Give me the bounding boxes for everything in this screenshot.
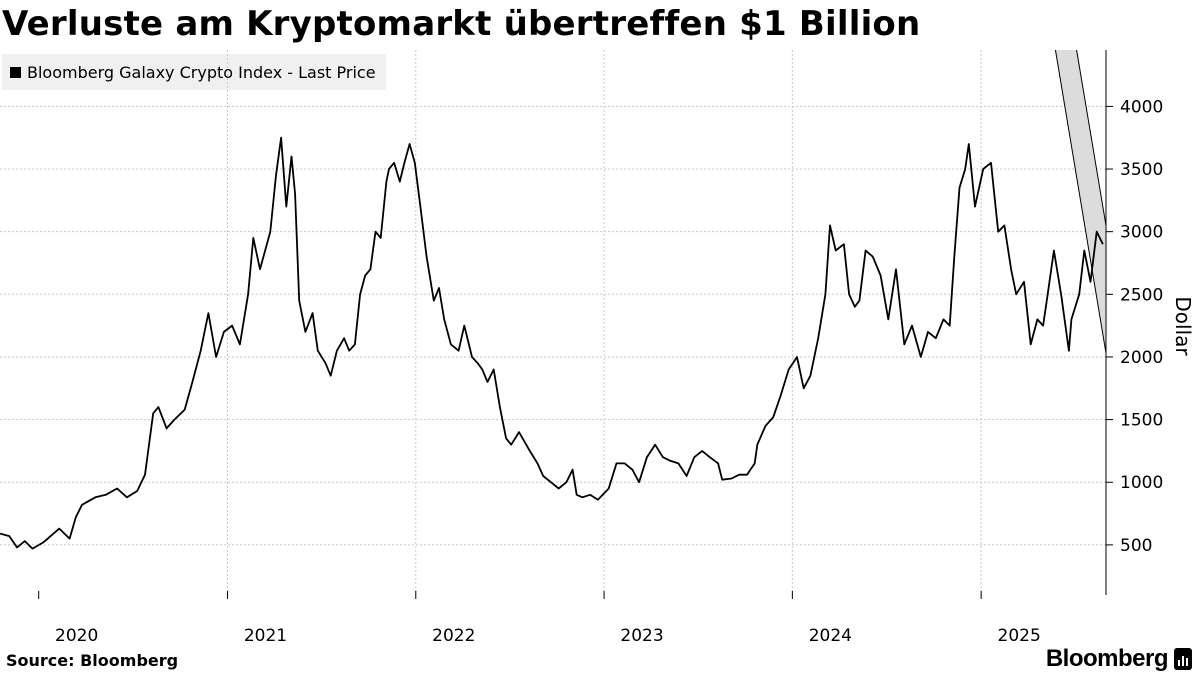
y-tick-label: 2000	[1120, 348, 1163, 368]
x-tick-label: 2022	[432, 626, 475, 646]
brand-name: Bloomberg	[1045, 645, 1169, 672]
y-tick-label: 1000	[1120, 473, 1163, 493]
axes: 500 1000 1500 2000 2500 3000 3500 4000 2020 2021 2…	[38, 50, 1163, 646]
trend-channel	[1054, 49, 1107, 354]
series-layer	[0, 136, 1104, 550]
y-tick-label: 500	[1120, 536, 1152, 556]
channel-lower-line	[1054, 49, 1107, 354]
y-axis-label: Dollar	[1171, 296, 1195, 356]
x-tick-label: 2025	[998, 626, 1041, 646]
legend-label: Bloomberg Galaxy Crypto Index - Last Pri…	[27, 62, 376, 82]
brand-logo: Bloomberg	[1046, 645, 1192, 673]
bloomberg-logo-icon	[1174, 648, 1192, 670]
y-tick-label: 2500	[1120, 285, 1163, 305]
x-tick-label: 2020	[55, 626, 98, 646]
series-line	[0, 136, 1104, 550]
channel-upper-line	[1076, 49, 1107, 226]
grid	[0, 50, 1106, 595]
x-tick-label: 2024	[809, 626, 852, 646]
chart-title: Verluste am Kryptomarkt übertreffen $1 B…	[2, 4, 921, 44]
y-tick-label: 1500	[1120, 411, 1163, 431]
y-tick-label: 3000	[1120, 223, 1163, 243]
legend-swatch-icon	[10, 66, 21, 78]
source-note: Source: Bloomberg	[6, 651, 179, 670]
y-tick-label: 4000	[1120, 97, 1163, 117]
y-tick-label: 3500	[1120, 160, 1163, 180]
x-tick-label: 2023	[620, 626, 663, 646]
x-tick-label: 2021	[244, 626, 287, 646]
legend: Bloomberg Galaxy Crypto Index - Last Pri…	[2, 54, 386, 90]
